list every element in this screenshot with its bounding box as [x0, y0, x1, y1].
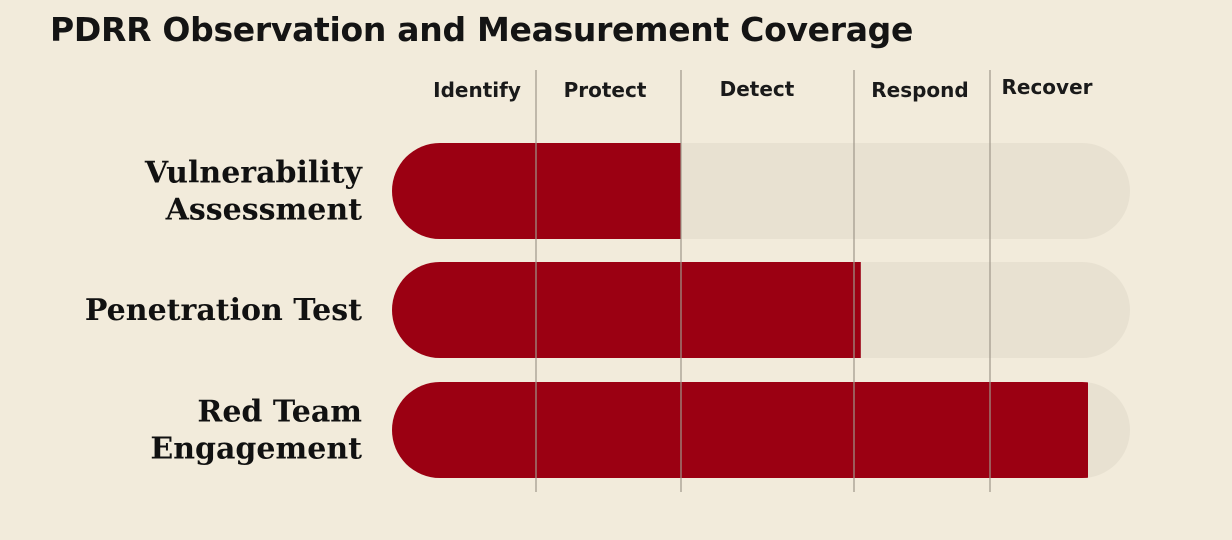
phase-label-detect: Detect: [720, 77, 795, 101]
chart-title: PDRR Observation and Measurement Coverag…: [50, 10, 914, 49]
row-label-vulnerability-assessment: Assessment: [165, 193, 363, 228]
coverage-bar-red-team-engagement: [392, 382, 1088, 478]
phase-labels: Identify Protect Detect Respond Recover: [433, 75, 1093, 102]
row-label-red-team-engagement: Red Team: [197, 395, 362, 430]
phase-label-identify: Identify: [433, 78, 521, 102]
row-label-red-team-engagement: Engagement: [150, 432, 362, 467]
row-label-vulnerability-assessment: Vulnerability: [144, 156, 364, 191]
phase-label-protect: Protect: [564, 78, 647, 102]
coverage-bars: [392, 143, 1088, 478]
coverage-bar-penetration-test: [392, 262, 861, 358]
row-label-penetration-test: Penetration Test: [85, 293, 362, 328]
phase-label-recover: Recover: [1001, 75, 1092, 99]
phase-label-respond: Respond: [871, 78, 968, 102]
phase-gridlines: [535, 70, 991, 492]
